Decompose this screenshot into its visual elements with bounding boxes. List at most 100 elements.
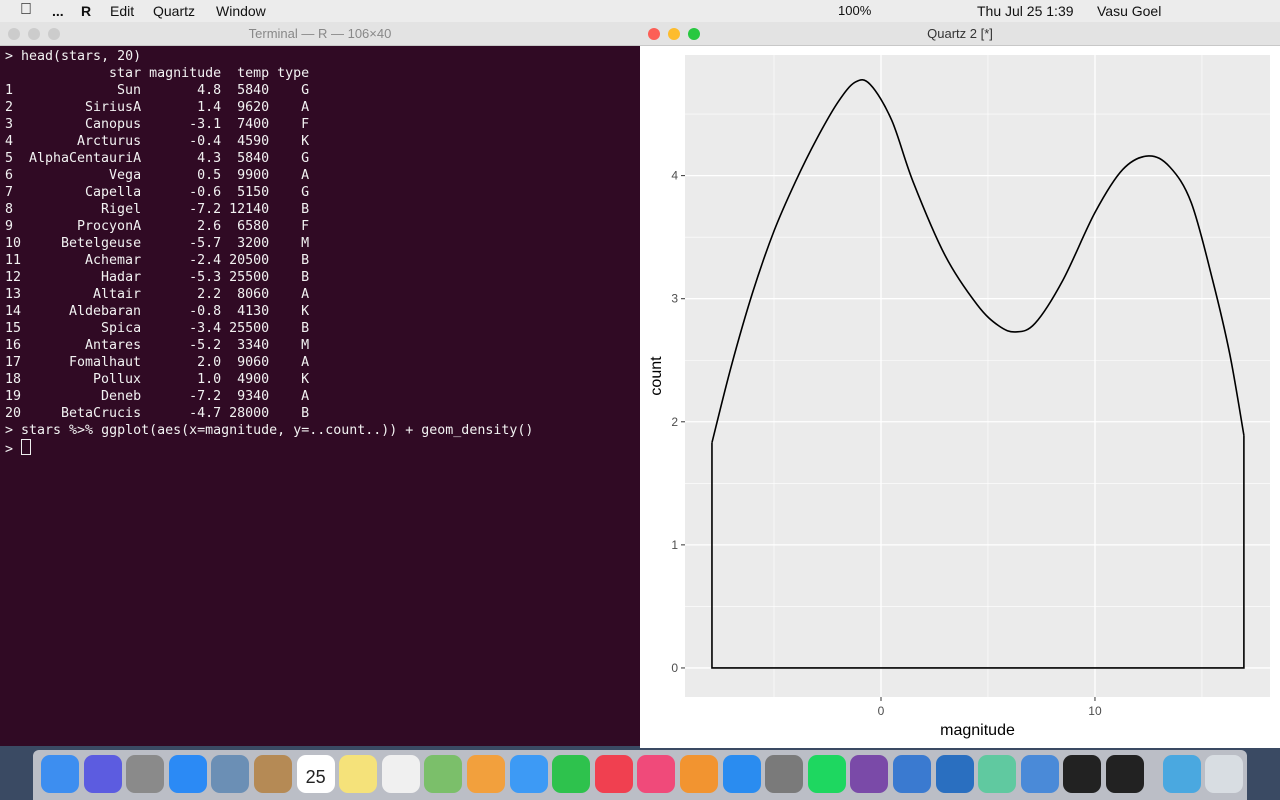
cell: BetaCrucis bbox=[61, 406, 142, 421]
table-row: 9 ProcyonA 2.6 6580 F bbox=[5, 218, 640, 235]
menu-item[interactable]: Quartz bbox=[153, 3, 196, 19]
line: > bbox=[5, 439, 640, 458]
dock-icon[interactable] bbox=[126, 755, 165, 793]
dock-icon[interactable] bbox=[978, 755, 1017, 793]
cell: 3340 bbox=[237, 338, 270, 353]
row-name: 7 bbox=[5, 185, 14, 200]
cell: Spica bbox=[101, 321, 142, 336]
table-row: 15 Spica -3.4 25500 B bbox=[5, 320, 640, 337]
close-button[interactable] bbox=[8, 28, 20, 40]
dock-icon[interactable] bbox=[722, 755, 761, 793]
dock-icon[interactable] bbox=[211, 755, 250, 793]
zoom-button[interactable] bbox=[48, 28, 60, 40]
battery-status[interactable]: 100% bbox=[838, 3, 872, 18]
dock-icon[interactable] bbox=[552, 755, 591, 793]
cell: -3.1 bbox=[189, 117, 222, 132]
dock-icon[interactable] bbox=[254, 755, 292, 793]
cell: 25500 bbox=[229, 270, 270, 285]
dock-icon[interactable] bbox=[83, 755, 122, 793]
dock-icon[interactable] bbox=[1205, 755, 1244, 793]
table-row: 6 Vega 0.5 9900 A bbox=[5, 167, 640, 184]
y-tick-label: 4 bbox=[671, 169, 678, 183]
dock-icon[interactable] bbox=[850, 755, 889, 793]
cell: 25500 bbox=[229, 321, 270, 336]
cell: -0.4 bbox=[189, 134, 222, 149]
dock-icon[interactable] bbox=[168, 755, 207, 793]
cursor bbox=[21, 439, 31, 455]
cell: -0.6 bbox=[189, 185, 222, 200]
zoom-button[interactable] bbox=[688, 28, 700, 40]
menu-more[interactable]: ... bbox=[52, 3, 64, 19]
dock-icon[interactable] bbox=[680, 755, 718, 793]
dock-icon[interactable] bbox=[467, 755, 505, 793]
row-name: 6 bbox=[5, 168, 14, 183]
menu-item[interactable]: Window bbox=[216, 3, 266, 19]
row-name: 18 bbox=[5, 372, 22, 387]
cell: Aldebaran bbox=[69, 304, 142, 319]
cell: -0.8 bbox=[189, 304, 222, 319]
cell: Arcturus bbox=[77, 134, 142, 149]
title-bar: Terminal — R — 106×40 bbox=[0, 22, 640, 46]
dock-icon[interactable] bbox=[1063, 755, 1102, 793]
apple-menu[interactable]:  bbox=[20, 1, 32, 19]
dock-icon[interactable] bbox=[1106, 755, 1144, 793]
cell: 9620 bbox=[237, 100, 270, 115]
cell: 2.2 bbox=[197, 287, 222, 302]
terminal-output[interactable]: > head(stars, 20) star magnitude temp type 1 S… bbox=[0, 46, 640, 458]
table-row: 16 Antares -5.2 3340 M bbox=[5, 337, 640, 354]
dock-icon[interactable] bbox=[339, 755, 378, 793]
dock-icon[interactable] bbox=[509, 755, 548, 793]
dock-icon[interactable] bbox=[594, 755, 633, 793]
terminal-window: Terminal — R — 106×40 > head(stars, 20) s… bbox=[0, 22, 640, 746]
cell: AlphaCentauriA bbox=[29, 151, 142, 166]
x-tick-label: 10 bbox=[1088, 704, 1102, 718]
menu-bar:  ... R Edit Quartz Window 100% Thu Jul … bbox=[0, 0, 1280, 22]
dock-icon[interactable] bbox=[41, 755, 79, 793]
cell: Capella bbox=[85, 185, 142, 200]
table-row: 3 Canopus -3.1 7400 F bbox=[5, 116, 640, 133]
dock-icon[interactable] bbox=[381, 755, 420, 793]
cell: 1.4 bbox=[197, 100, 222, 115]
cell: M bbox=[301, 236, 310, 251]
prompt: > bbox=[5, 442, 14, 457]
cell: 9340 bbox=[237, 389, 270, 404]
cell: Antares bbox=[85, 338, 142, 353]
row-name: 15 bbox=[5, 321, 22, 336]
cell: -7.2 bbox=[189, 389, 222, 404]
dock-icon[interactable] bbox=[637, 755, 676, 793]
cell: 3200 bbox=[237, 236, 270, 251]
dock-icon[interactable] bbox=[1020, 755, 1059, 793]
app-menu[interactable]: R bbox=[81, 3, 92, 19]
cell: Deneb bbox=[101, 389, 142, 404]
user-name[interactable]: Vasu Goel bbox=[1097, 3, 1162, 19]
table-row: 17 Fomalhaut 2.0 9060 A bbox=[5, 354, 640, 371]
dock-icon[interactable] bbox=[935, 755, 974, 793]
minimize-button[interactable] bbox=[28, 28, 40, 40]
chart: 0 10 0 1 2 3 4 magnitude count bbox=[648, 55, 1270, 739]
cell: 28000 bbox=[229, 406, 270, 421]
cell: 1.0 bbox=[197, 372, 222, 387]
table-row: 4 Arcturus -0.4 4590 K bbox=[5, 133, 640, 150]
cell: -5.7 bbox=[189, 236, 222, 251]
close-button[interactable] bbox=[648, 28, 660, 40]
cell: G bbox=[301, 151, 310, 166]
y-tick-label: 3 bbox=[671, 292, 678, 306]
minimize-button[interactable] bbox=[668, 28, 680, 40]
dock-icon[interactable]: 25 bbox=[296, 755, 335, 793]
cell: 4590 bbox=[237, 134, 270, 149]
table-row: 19 Deneb -7.2 9340 A bbox=[5, 388, 640, 405]
dock-icon[interactable] bbox=[807, 755, 846, 793]
dock-icon[interactable] bbox=[424, 755, 463, 793]
command: > stars %>% ggplot(aes(x=magnitude, y=..… bbox=[5, 423, 534, 438]
plot-panel bbox=[685, 55, 1270, 697]
clock[interactable]: Thu Jul 25 1:39 bbox=[977, 3, 1074, 19]
row-name: 17 bbox=[5, 355, 22, 370]
dock-icon[interactable] bbox=[1162, 755, 1201, 793]
menu-item[interactable]: Edit bbox=[110, 3, 135, 19]
column-header: magnitude bbox=[149, 66, 222, 81]
cell: 4.8 bbox=[197, 83, 222, 98]
dock-icon[interactable] bbox=[893, 755, 931, 793]
row-name: 11 bbox=[5, 253, 22, 268]
dock-icon[interactable] bbox=[765, 755, 804, 793]
